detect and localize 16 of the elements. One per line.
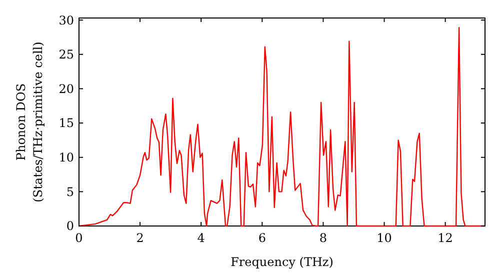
y-tick-label: 5 <box>66 184 74 199</box>
y-tick-label: 30 <box>58 13 74 28</box>
y-tick-label: 25 <box>58 48 74 62</box>
y-tick-label: 15 <box>58 116 74 130</box>
x-axis-title: Frequency (THz) <box>230 255 334 269</box>
x-tick-label: 4 <box>197 231 206 245</box>
x-tick-label: 0 <box>75 231 83 245</box>
y-tick-label: 20 <box>58 82 74 96</box>
x-tick-label: 12 <box>438 231 453 245</box>
x-tick-label: 8 <box>319 231 328 245</box>
x-tick-label: 6 <box>258 231 266 245</box>
x-tick-label: 10 <box>376 231 392 245</box>
y-tick-label: 0 <box>66 219 74 234</box>
y-tick-label: 10 <box>58 150 74 165</box>
x-tick-label: 2 <box>136 231 144 245</box>
y-axis-title: Phonon DOS (States/THz·primitive cell) <box>14 42 45 202</box>
